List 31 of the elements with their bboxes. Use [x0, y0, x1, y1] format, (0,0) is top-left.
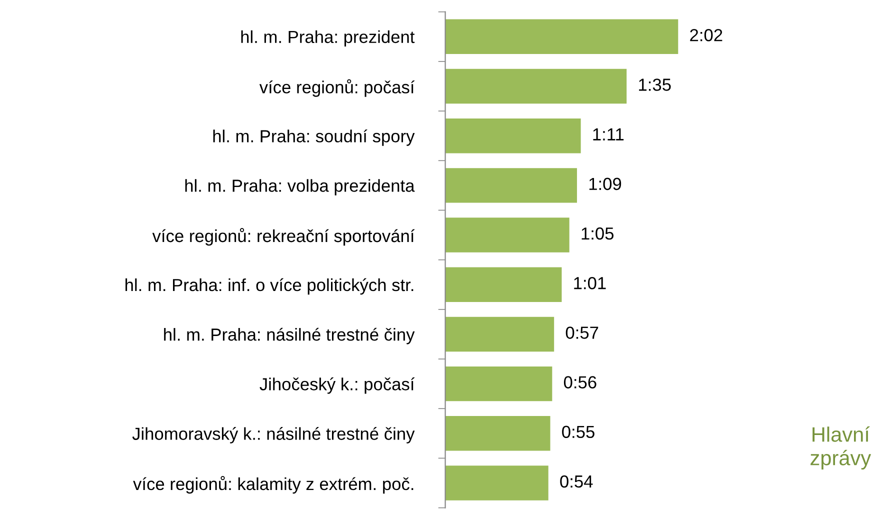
data-label: 1:35: [639, 78, 671, 91]
y-tick-label: více regionů: rekreační sportování: [152, 228, 415, 246]
data-label: 1:01: [574, 276, 606, 290]
y-tick-label: hl. m. Praha: násilné trestné činy: [164, 328, 415, 344]
y-tick-label: hl. m. Praha: prezident: [241, 30, 415, 47]
y-tick-label: Jihočeský k.: počasí: [260, 377, 415, 394]
data-label: 0:55: [562, 426, 594, 438]
data-label: 0:57: [566, 326, 598, 339]
data-label: 1:11: [593, 128, 624, 140]
bar: [445, 218, 570, 252]
bar: [445, 466, 548, 500]
bar: [445, 316, 554, 352]
bar: [445, 267, 562, 302]
bar: [445, 19, 678, 54]
bar: [445, 366, 552, 402]
data-label: 1:05: [582, 227, 614, 240]
data-label: 2:02: [690, 29, 722, 42]
bar: [445, 168, 577, 203]
y-tick-label: více regionů: počasí: [259, 79, 415, 97]
y-tick-label: hl. m. Praha: inf. o více politických str.: [126, 278, 414, 295]
y-tick-label: více regionů: kalamity z extrém. poč.: [133, 476, 414, 494]
y-tick-label: Jihomoravský k.: násilné trestné činy: [132, 427, 415, 444]
y-tick-label: hl. m. Praha: soudní spory: [213, 129, 415, 146]
bar: [445, 118, 581, 154]
data-label: 0:54: [560, 475, 593, 488]
bar: [445, 416, 550, 451]
text: Hlavní zprávy: [810, 426, 872, 470]
y-tick-label: hl. m. Praha: volba prezidenta: [185, 179, 415, 196]
bar: [445, 68, 627, 104]
data-label: 0:56: [564, 376, 596, 388]
data-label: 1:09: [589, 178, 622, 190]
